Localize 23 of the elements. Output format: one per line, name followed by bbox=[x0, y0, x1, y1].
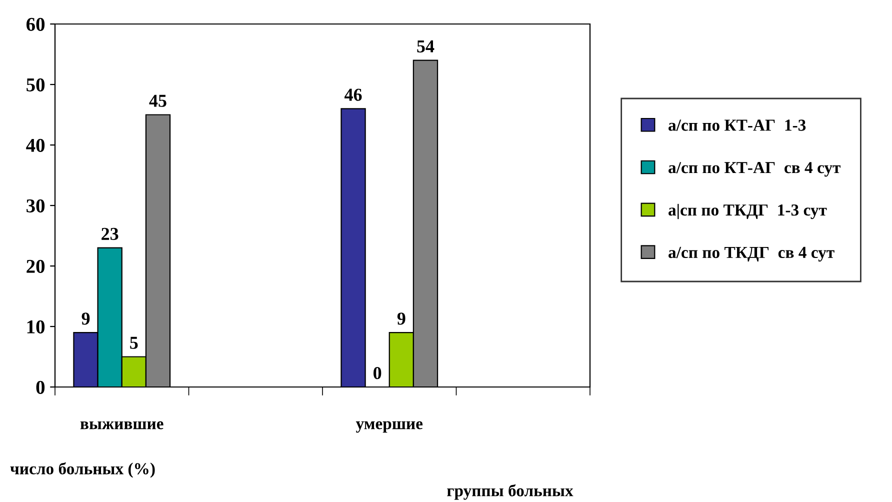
legend-label: а/сп по КТ-АГ 1-3 bbox=[668, 120, 806, 131]
data-label: 23 bbox=[102, 228, 118, 240]
y-tick-label: 60 bbox=[26, 18, 45, 31]
y-tick-label: 0 bbox=[36, 380, 45, 394]
x-tick-label: умершие bbox=[356, 421, 423, 433]
x-axis-title: группы больных bbox=[447, 484, 574, 500]
x-tick-label: выжившие bbox=[80, 421, 164, 430]
y-tick-label: 30 bbox=[26, 199, 45, 212]
data-label: 9 bbox=[397, 312, 406, 325]
data-label: 5 bbox=[130, 336, 138, 349]
legend-label: а/сп по ТКДГ св 4 сут bbox=[668, 246, 834, 262]
y-tick-label: 40 bbox=[26, 138, 45, 152]
data-label: 46 bbox=[344, 88, 362, 101]
data-label: 9 bbox=[82, 312, 90, 325]
data-label: 54 bbox=[417, 40, 434, 52]
legend-label: а/сп по КТ-АГ св 4 сут bbox=[668, 162, 841, 177]
data-label: 45 bbox=[149, 94, 166, 107]
legend-label: а|сп по ТКДГ 1-3 сут bbox=[668, 204, 827, 220]
y-tick-label: 50 bbox=[26, 78, 45, 92]
y-tick-label: 10 bbox=[27, 320, 45, 334]
y-tick-label: 20 bbox=[26, 260, 45, 273]
data-label: 0 bbox=[374, 366, 382, 380]
y-axis-title: число больных (%) bbox=[10, 462, 155, 478]
